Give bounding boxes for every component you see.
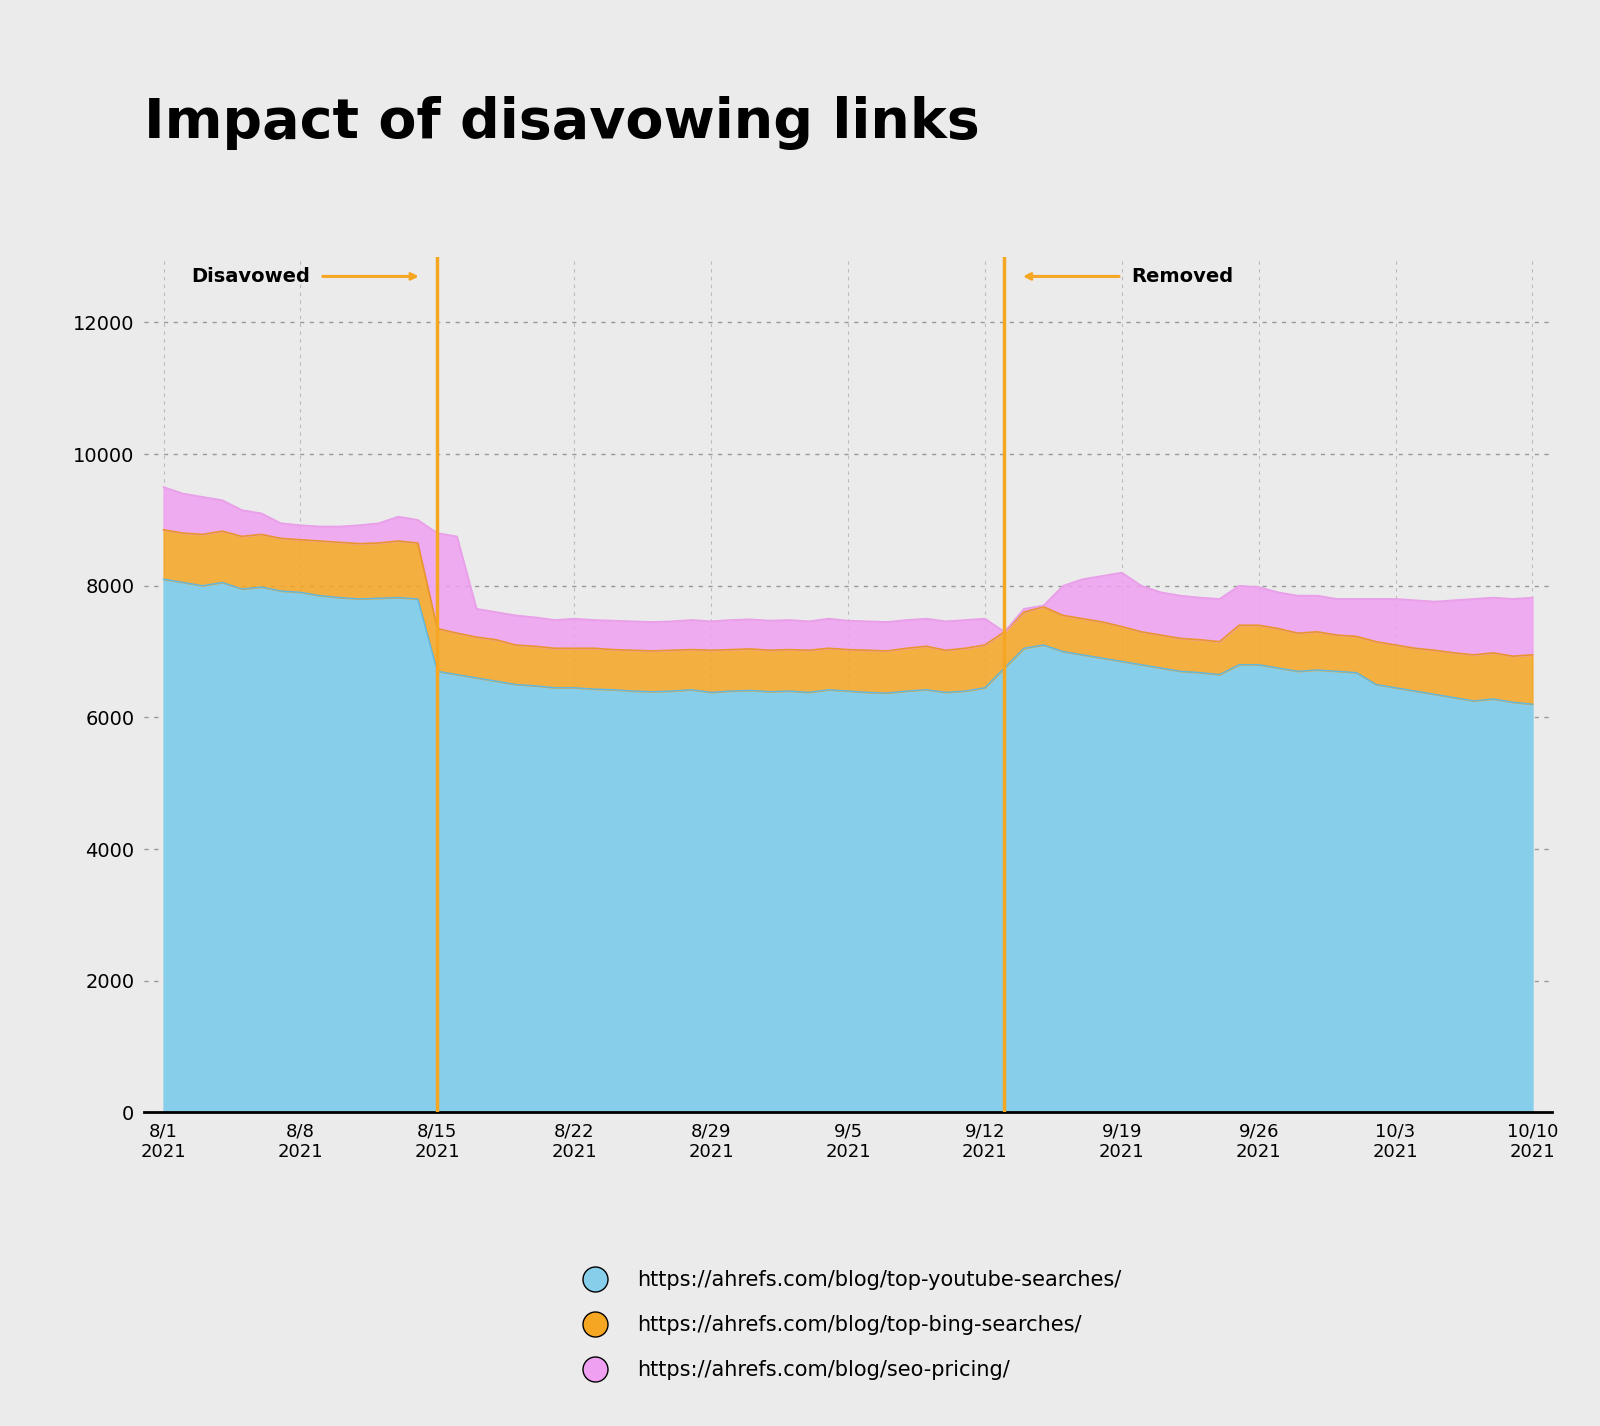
Text: Impact of disavowing links: Impact of disavowing links: [144, 96, 979, 150]
Legend: https://ahrefs.com/blog/top-youtube-searches/, https://ahrefs.com/blog/top-bing-: https://ahrefs.com/blog/top-youtube-sear…: [554, 1249, 1142, 1402]
Text: Disavowed: Disavowed: [192, 267, 310, 287]
Text: Removed: Removed: [1131, 267, 1234, 287]
